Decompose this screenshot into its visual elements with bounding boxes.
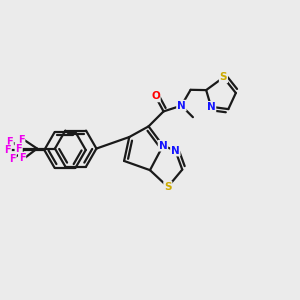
Text: N: N <box>177 100 186 111</box>
Text: N: N <box>207 102 215 112</box>
Text: F: F <box>9 154 16 164</box>
Text: F: F <box>19 153 26 163</box>
Text: F: F <box>18 135 25 145</box>
Text: S: S <box>220 72 227 82</box>
Text: N: N <box>171 146 180 156</box>
Text: S: S <box>164 182 172 192</box>
Text: O: O <box>151 92 160 101</box>
Text: F: F <box>15 144 22 154</box>
Text: F: F <box>4 145 11 155</box>
Text: N: N <box>159 141 167 151</box>
Text: F: F <box>6 137 13 147</box>
